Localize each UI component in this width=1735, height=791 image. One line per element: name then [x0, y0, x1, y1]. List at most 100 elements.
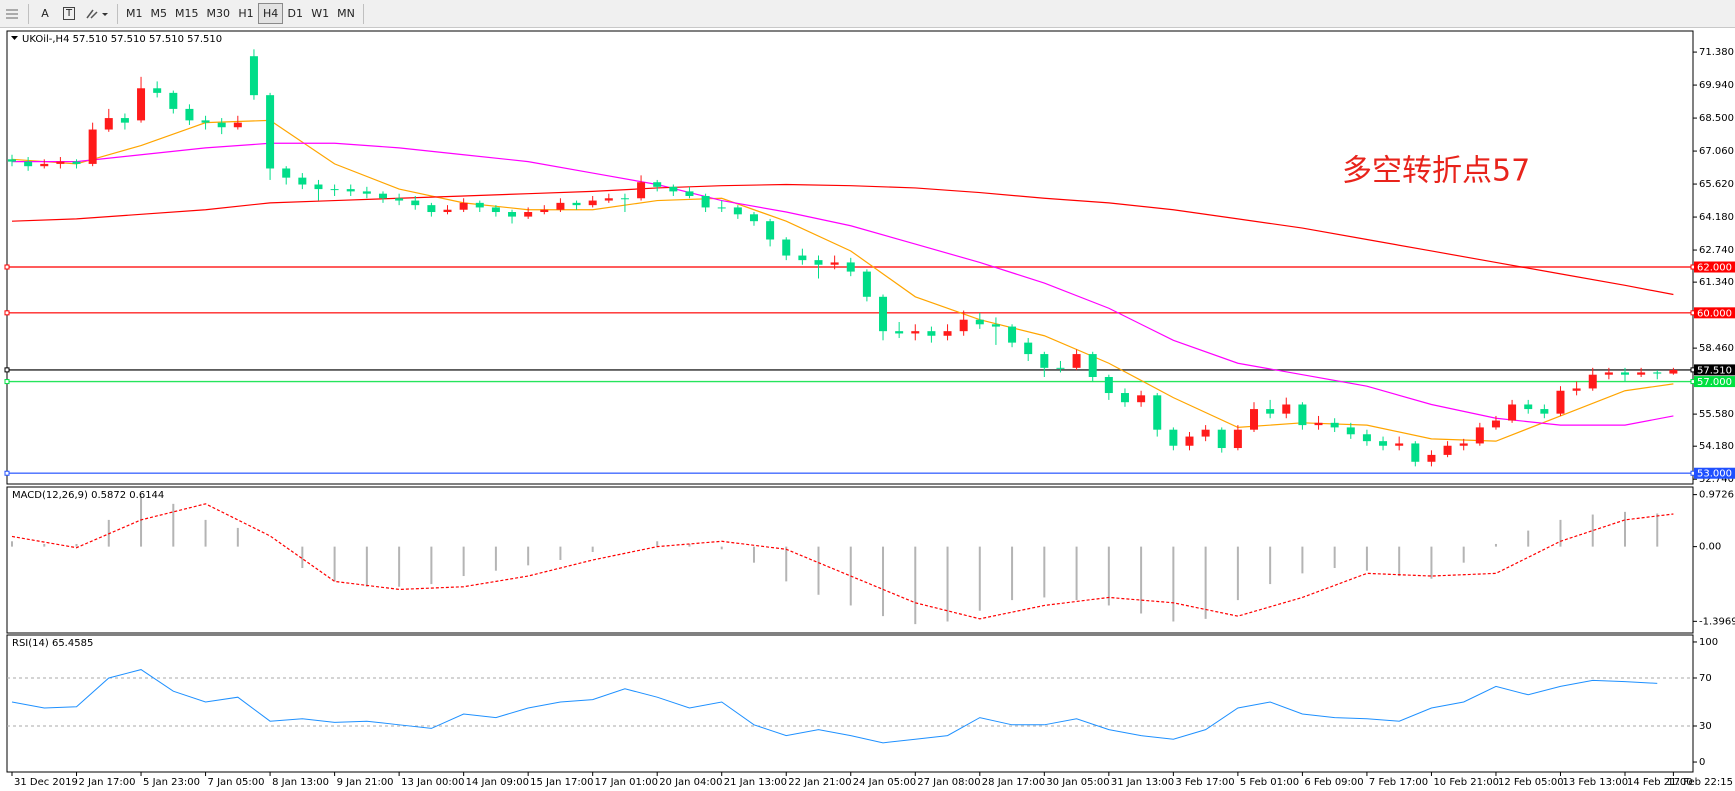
- y-tick-label: 61.340: [1699, 277, 1734, 288]
- candle-body: [991, 324, 1000, 327]
- candle-body: [1621, 372, 1629, 375]
- y-tick-label: 0.00: [1699, 542, 1721, 553]
- candle-body: [1024, 342, 1033, 355]
- candle-body: [1524, 404, 1533, 410]
- candle-body: [1637, 372, 1646, 375]
- toolbar: A T M1 M5 M15 M30 H1 H4 D1 W1 MN: [0, 0, 1735, 28]
- candle-body: [766, 221, 775, 240]
- candle-body: [895, 331, 904, 334]
- candle-body: [475, 202, 484, 208]
- x-tick-label: 17 Jan 01:00: [595, 777, 658, 788]
- x-tick-label: 5 Feb 01:00: [1240, 777, 1299, 788]
- candle-body: [540, 209, 549, 213]
- y-tick-label: 30: [1699, 721, 1712, 732]
- indicator-line: [12, 142, 1674, 426]
- y-tick-label: 58.460: [1699, 343, 1734, 354]
- candle-body: [1330, 422, 1339, 428]
- period-button[interactable]: M30: [206, 7, 231, 20]
- candle-body: [701, 195, 710, 208]
- level-label: 57.510: [1697, 365, 1732, 376]
- candle-body: [1379, 441, 1388, 446]
- y-tick-label: 70: [1699, 673, 1712, 684]
- candle-body: [137, 88, 146, 121]
- level-label-bg: [1694, 467, 1735, 479]
- candle-body: [153, 88, 162, 93]
- candle-body: [943, 331, 952, 336]
- candle-body: [637, 182, 646, 199]
- x-tick-label: 31 Dec 2019: [14, 777, 78, 788]
- level-label: 53.000: [1697, 469, 1732, 480]
- period-bar: M1 M5 M15 M30 H1 H4 D1 W1 MN: [122, 3, 359, 24]
- period-button[interactable]: W1: [311, 7, 330, 20]
- x-tick-label: 14 Jan 09:00: [466, 777, 529, 788]
- candle-body: [1346, 427, 1355, 435]
- candle-body: [1508, 404, 1517, 421]
- x-tick-label: 20 Jan 04:00: [659, 777, 722, 788]
- period-button[interactable]: H4: [258, 3, 284, 24]
- period-button[interactable]: M1: [126, 7, 143, 20]
- y-tick-label: 65.620: [1699, 179, 1734, 190]
- level-handle: [4, 470, 10, 476]
- level-handle: [4, 310, 10, 316]
- candle-body: [604, 198, 613, 201]
- x-tick-label: 2 Jan 17:00: [79, 777, 136, 788]
- candle-body: [346, 189, 355, 192]
- panel-frame: [6, 30, 1694, 485]
- x-tick-label: 7 Jan 05:00: [208, 777, 265, 788]
- x-tick-label: 14 Feb 21:00: [1627, 777, 1693, 788]
- y-tick-label: 54.180: [1699, 441, 1734, 452]
- candle-body: [1040, 354, 1049, 368]
- period-button[interactable]: D1: [287, 7, 304, 20]
- candle-body: [8, 159, 16, 162]
- label-tool-text: T: [62, 7, 76, 20]
- period-button[interactable]: H1: [238, 7, 254, 20]
- candle-body: [862, 271, 871, 297]
- x-tick-label: 21 Jan 13:00: [724, 777, 787, 788]
- candle-body: [1008, 326, 1017, 343]
- x-tick-label: 24 Jan 05:00: [853, 777, 916, 788]
- candle-body: [975, 319, 984, 325]
- shapes-tool[interactable]: [81, 3, 113, 24]
- candle-body: [1137, 395, 1146, 403]
- candle-body: [1395, 443, 1404, 446]
- candle-body: [927, 331, 936, 336]
- candle-body: [88, 129, 97, 164]
- candle-body: [653, 182, 662, 187]
- period-button[interactable]: M15: [175, 7, 199, 20]
- candle-body: [104, 118, 113, 130]
- candle-body: [395, 198, 404, 201]
- panel-title: UKOil-,H4 57.510 57.510 57.510 57.510: [22, 34, 222, 45]
- candle-body: [1056, 367, 1065, 369]
- period-button[interactable]: M5: [150, 7, 168, 20]
- candle-body: [1233, 429, 1242, 449]
- candle-body: [459, 202, 468, 210]
- x-tick-label: 15 Jan 17:00: [530, 777, 593, 788]
- candle-body: [830, 262, 839, 265]
- candle-body: [249, 56, 258, 96]
- candle-body: [733, 207, 742, 215]
- y-tick-label: 55.580: [1699, 409, 1734, 420]
- candle-body: [1411, 443, 1420, 462]
- candle-body: [1427, 454, 1436, 462]
- candle-body: [620, 198, 629, 200]
- x-tick-label: 27 Jan 08:00: [917, 777, 980, 788]
- y-tick-label: -1.3969: [1699, 616, 1735, 627]
- candle-body: [427, 205, 436, 213]
- candle-body: [1120, 393, 1129, 403]
- candle-body: [1185, 436, 1194, 446]
- candle-body: [1266, 409, 1275, 414]
- period-button[interactable]: MN: [337, 7, 355, 20]
- level-label-bg: [1694, 364, 1735, 376]
- text-tool[interactable]: A: [41, 7, 49, 20]
- y-tick-label: 52.740: [1699, 474, 1734, 485]
- level-label: 60.000: [1697, 308, 1732, 319]
- level-label-bg: [1694, 376, 1735, 388]
- candle-body: [524, 212, 533, 217]
- level-label-bg: [1694, 261, 1735, 273]
- candle-body: [911, 331, 920, 334]
- candle-body: [1475, 427, 1484, 444]
- y-tick-label: 68.500: [1699, 113, 1734, 124]
- candle-body: [1282, 404, 1291, 414]
- menu-icon[interactable]: [0, 3, 24, 24]
- label-tool[interactable]: T: [57, 3, 81, 24]
